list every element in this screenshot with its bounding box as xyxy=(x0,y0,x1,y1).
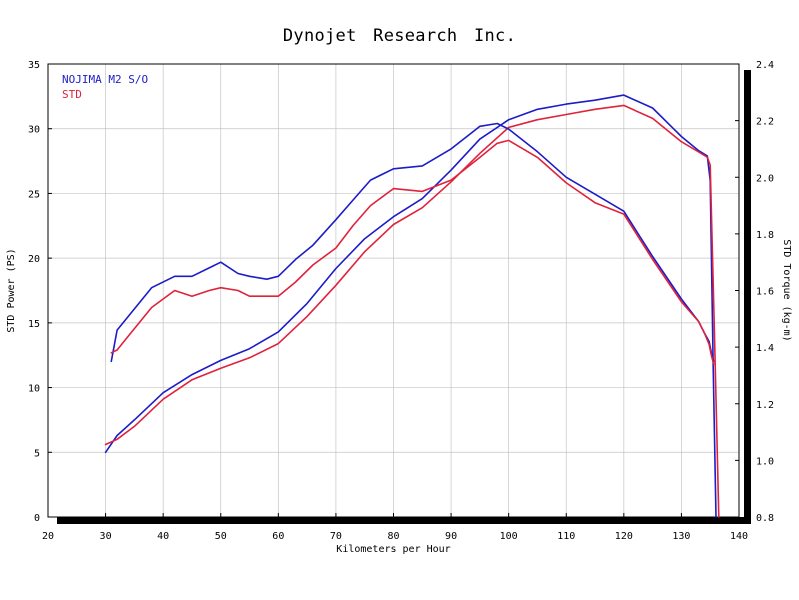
left-tick-label: 0 xyxy=(34,513,40,524)
series-line-torque-std xyxy=(110,139,715,365)
left-tick-label: 15 xyxy=(28,319,40,330)
right-tick-label: 1.0 xyxy=(756,456,774,467)
x-axis-ticks: 20 30 40 50 60 70 80 90 100 110 120 130 140 xyxy=(42,513,748,542)
x-tick-label: 30 xyxy=(100,531,112,542)
left-axis-ticks: 0 5 10 15 20 25 30 35 xyxy=(28,60,52,524)
x-tick-label: 40 xyxy=(157,531,169,542)
x-tick-label: 90 xyxy=(445,531,457,542)
left-tick-label: 20 xyxy=(28,254,40,265)
bottom-axis-bar xyxy=(57,517,751,524)
x-tick-label: 70 xyxy=(330,531,342,542)
right-axis-label: STD Torque (kg-m) xyxy=(781,239,792,341)
x-tick-label: 80 xyxy=(387,531,399,542)
x-tick-label: 20 xyxy=(42,531,54,542)
series-line-power-nojima-m2-s-o xyxy=(104,94,717,518)
series-line-power-std xyxy=(104,104,720,518)
left-axis-label: STD Power (PS) xyxy=(6,248,17,332)
left-tick-label: 10 xyxy=(28,384,40,395)
legend-entry-std: STD xyxy=(62,88,82,101)
right-axis-bar xyxy=(744,70,751,524)
right-tick-label: 2.4 xyxy=(756,60,774,71)
x-tick-label: 120 xyxy=(615,531,633,542)
x-tick-label: 130 xyxy=(672,531,690,542)
x-tick-label: 50 xyxy=(215,531,227,542)
grid xyxy=(48,64,739,517)
x-tick-label: 60 xyxy=(272,531,284,542)
series-layer xyxy=(104,94,720,518)
x-tick-label: 140 xyxy=(730,531,748,542)
right-tick-label: 0.8 xyxy=(756,513,774,524)
right-tick-label: 1.2 xyxy=(756,400,774,411)
left-tick-label: 25 xyxy=(28,189,40,200)
left-tick-label: 5 xyxy=(34,448,40,459)
right-tick-label: 2.0 xyxy=(756,173,774,184)
right-tick-label: 1.6 xyxy=(756,287,774,298)
legend-entry-nojima: NOJIMA M2 S/O xyxy=(62,73,148,86)
series-line-torque-nojima-m2-s-o xyxy=(110,122,715,363)
chart-title: Dynojet Research Inc. xyxy=(282,26,517,46)
x-tick-label: 110 xyxy=(557,531,575,542)
x-axis-label: Kilometers per Hour xyxy=(336,544,450,555)
left-tick-label: 30 xyxy=(28,125,40,136)
right-axis-ticks: 0.8 1.0 1.2 1.4 1.6 1.8 2.0 2.2 2.4 xyxy=(735,60,774,524)
x-tick-label: 100 xyxy=(500,531,518,542)
left-tick-label: 35 xyxy=(28,60,40,71)
right-tick-label: 1.4 xyxy=(756,343,774,354)
right-tick-label: 1.8 xyxy=(756,230,774,241)
right-tick-label: 2.2 xyxy=(756,117,774,128)
